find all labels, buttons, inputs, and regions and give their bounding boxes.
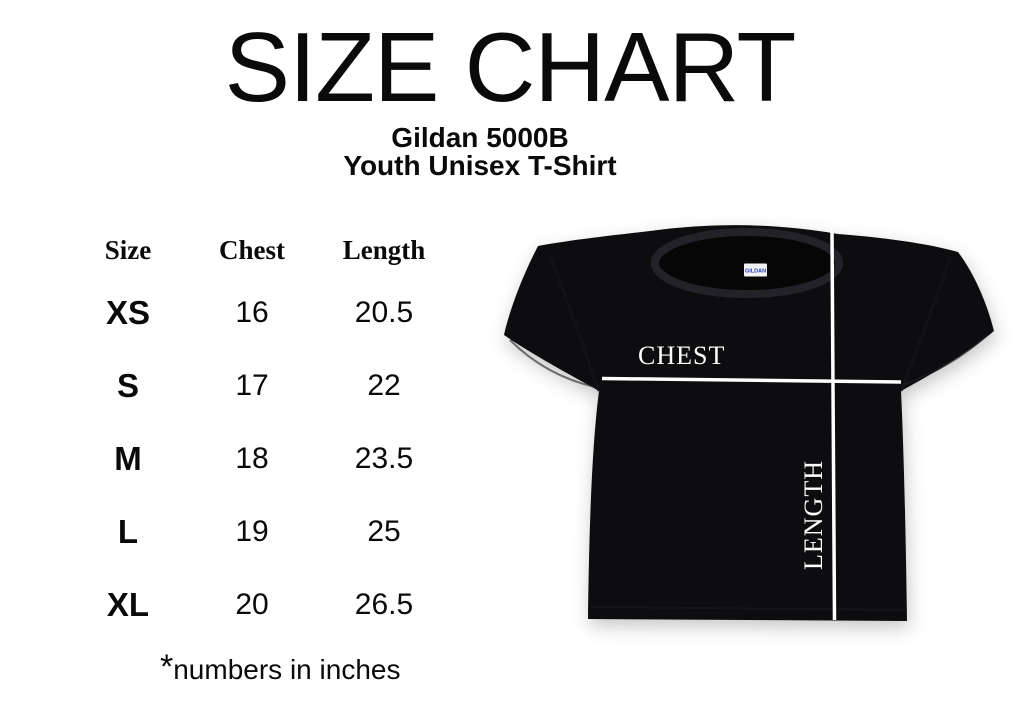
brand-tag [744, 263, 767, 277]
shirt-hem-stitch [590, 606, 906, 611]
row-m-size: M [114, 439, 142, 477]
shirt-left-sleeve-crease [509, 339, 596, 388]
column-header-length: Length [342, 234, 426, 265]
row-xs-chest: 16 [235, 295, 269, 329]
row-s-length: 22 [367, 368, 401, 402]
units-note: *numbers in inches [160, 648, 401, 688]
units-note-text: numbers in inches [173, 654, 401, 685]
row-l-size: L [117, 512, 139, 550]
collar-opening [655, 232, 839, 294]
product-name: Youth Unisex T-Shirt [343, 150, 617, 181]
page-title: SIZE CHART [224, 12, 797, 122]
chest-measure-line [601, 376, 902, 384]
row-l-length: 25 [367, 514, 401, 548]
product-model: Gildan 5000B [391, 122, 569, 153]
row-xl-length: 26.5 [354, 587, 414, 621]
column-header-chest: Chest [219, 234, 285, 265]
row-m-chest: 18 [235, 441, 269, 475]
row-xs-length: 20.5 [354, 295, 414, 329]
shirt-body [504, 225, 994, 621]
row-xl-size: XL [106, 585, 150, 623]
shirt-right-sleeve-seam [899, 256, 952, 392]
tshirt-image: GILDAN CHEST LENGTH [495, 215, 1000, 645]
brand-tag-label: GILDAN [745, 269, 766, 275]
column-header-size: Size [104, 234, 152, 265]
row-s-chest: 17 [235, 368, 269, 402]
shirt-right-sleeve-crease [902, 334, 988, 386]
row-s-size: S [116, 366, 139, 404]
tshirt-svg: GILDAN CHEST LENGTH [504, 225, 994, 621]
row-xs-size: XS [105, 293, 151, 331]
collar-band [651, 228, 843, 298]
length-label: LENGTH [799, 460, 828, 570]
chest-label: CHEST [638, 341, 725, 370]
row-m-length: 23.5 [354, 441, 414, 475]
asterisk: * [160, 648, 174, 686]
product-subtitle: Gildan 5000B Youth Unisex T-Shirt [0, 124, 960, 180]
size-table: Size Chest Length XS 16 20.5 S 17 22 M 1… [60, 224, 460, 641]
row-l-chest: 19 [235, 514, 269, 548]
row-xl-chest: 20 [235, 587, 269, 621]
length-measure-line [830, 231, 837, 621]
shirt-left-sleeve-seam [548, 254, 601, 392]
